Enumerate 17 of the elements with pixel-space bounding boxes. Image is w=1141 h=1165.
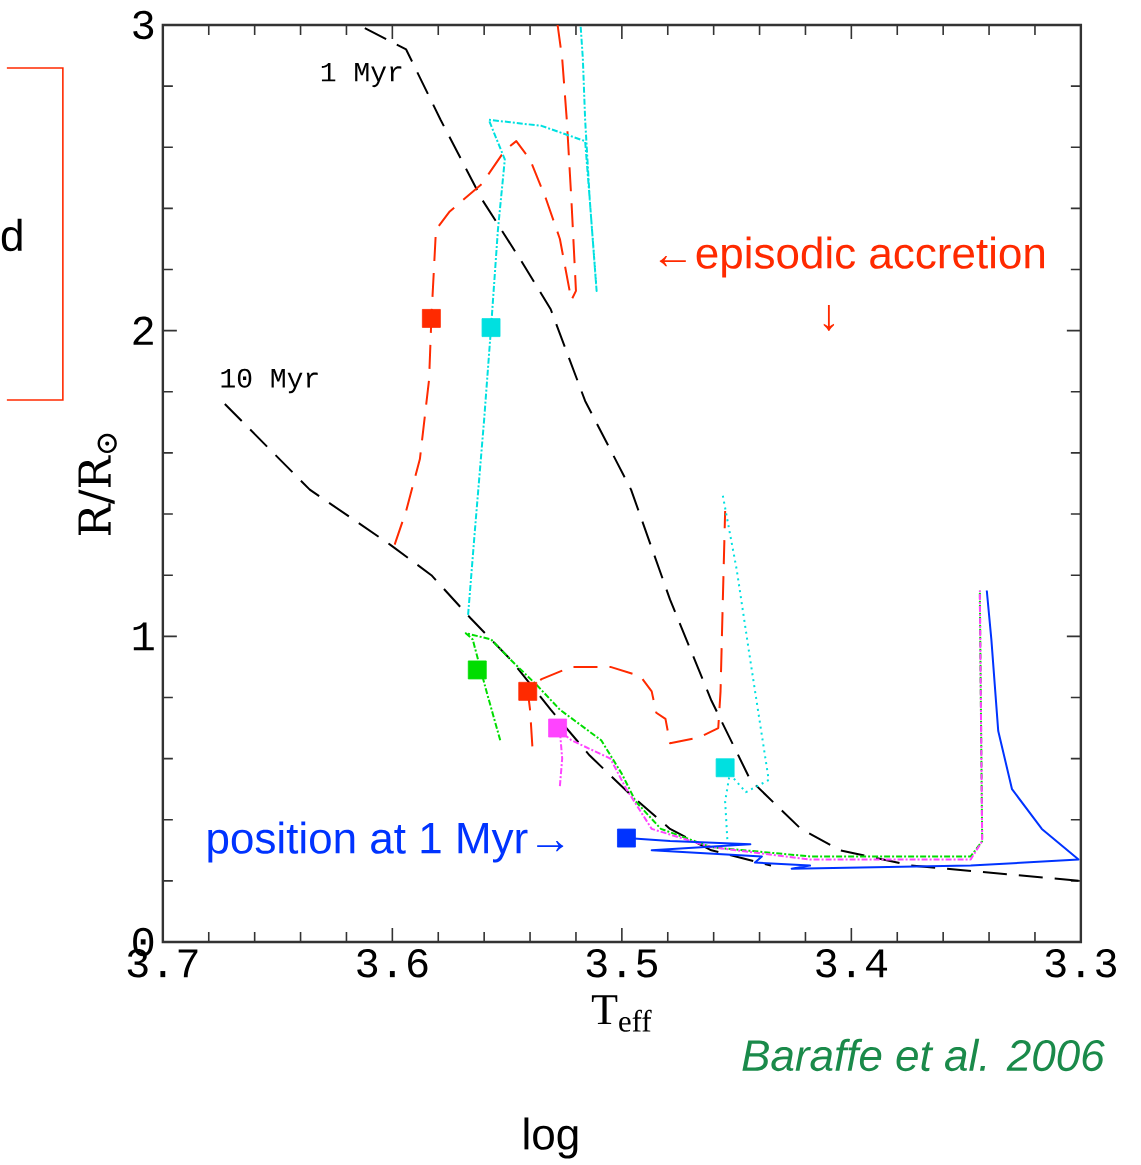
x-tick-label: 3.4 xyxy=(816,949,888,978)
y-axis-title: R/R$_{⊙}$ xyxy=(78,433,117,536)
y-tick-label: 3 xyxy=(133,10,154,40)
y-tick-label: 1 xyxy=(133,622,154,651)
x-tick-label: 3.3 xyxy=(1045,949,1117,978)
series-label: 1 Myr xyxy=(321,62,402,88)
y-tick-label: 2 xyxy=(133,316,153,345)
annotation: ↓ xyxy=(823,304,835,332)
x-tick-label: 3.5 xyxy=(586,949,658,978)
x-axis-title: T$_{eff}$ xyxy=(591,995,652,1032)
series-label: 10 Myr xyxy=(221,368,318,394)
annotation: ←episodic accretion xyxy=(659,236,1045,278)
x-tick-label: 3.6 xyxy=(357,949,428,978)
annotation: position at 1 Myr→ xyxy=(208,821,564,863)
text: d xyxy=(1,218,22,252)
text: log xyxy=(524,1117,578,1159)
text: Baraffe et al. 2006 xyxy=(742,1038,1105,1072)
